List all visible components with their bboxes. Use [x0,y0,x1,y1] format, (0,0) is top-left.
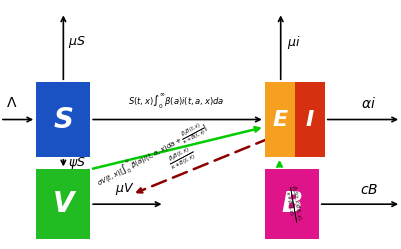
Text: $\mu V$: $\mu V$ [115,181,134,197]
Text: S: S [53,106,73,133]
Text: $S(t,x)\int_0^\infty \beta(a)i(t,a,x)da$: $S(t,x)\int_0^\infty \beta(a)i(t,a,x)da$ [128,93,225,111]
Text: B: B [281,190,302,218]
FancyBboxPatch shape [265,169,319,239]
Text: E: E [272,110,288,129]
Text: $\Lambda$: $\Lambda$ [6,96,18,110]
FancyBboxPatch shape [36,169,90,239]
Text: $\mu i$: $\mu i$ [287,34,300,51]
Text: V: V [53,190,74,218]
Text: $\frac{\beta_2 B(t,x)}{\kappa+B(t,x)}$: $\frac{\beta_2 B(t,x)}{\kappa+B(t,x)}$ [166,143,199,173]
FancyBboxPatch shape [36,82,90,157]
Text: $cB$: $cB$ [360,183,378,197]
FancyBboxPatch shape [265,82,295,157]
Text: $\mu S$: $\mu S$ [68,34,86,50]
FancyBboxPatch shape [295,82,325,157]
Text: $\frac{\beta_2 S(t,x)B(t,x)}{\kappa+B(t,x)}$: $\frac{\beta_2 S(t,x)B(t,x)}{\kappa+B(t,… [281,184,303,223]
Text: I: I [306,110,314,129]
Text: $\psi S$: $\psi S$ [68,155,86,171]
Text: $\alpha i$: $\alpha i$ [361,96,377,111]
Text: $\sigma V(t,x)[\int_0^\infty\beta(a)i(t,a,x)da+\frac{\beta_2 B(t,x)}{\kappa+B(t,: $\sigma V(t,x)[\int_0^\infty\beta(a)i(t,… [94,118,212,192]
